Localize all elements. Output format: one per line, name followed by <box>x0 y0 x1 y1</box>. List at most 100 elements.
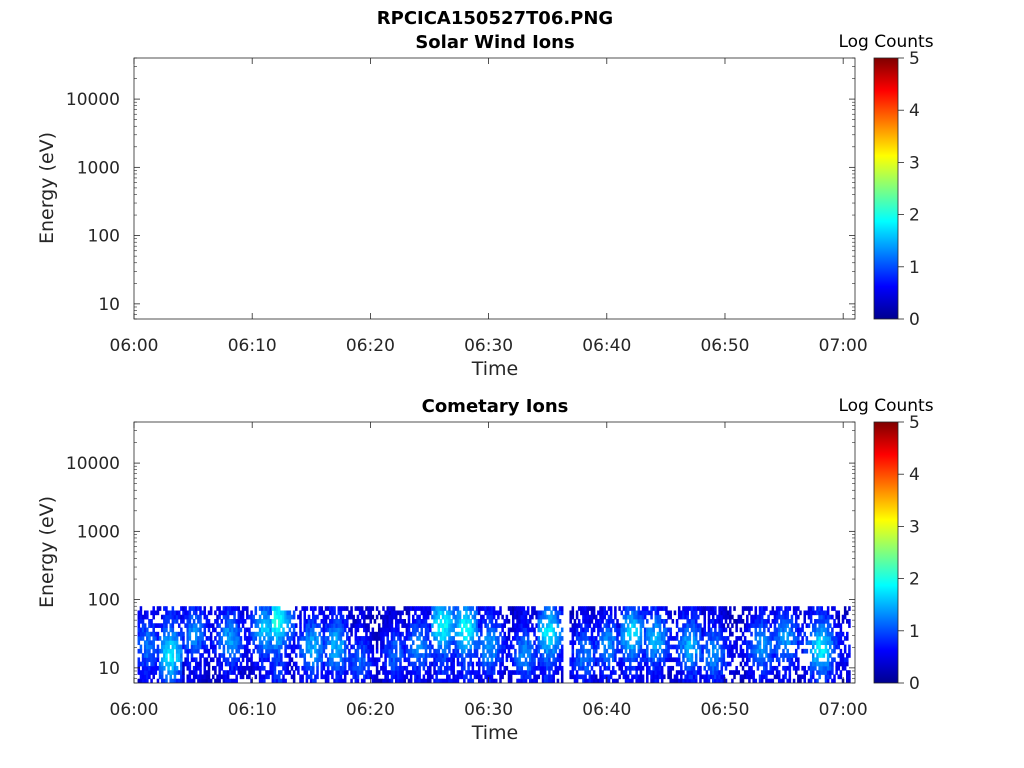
heatmap-cell <box>324 661 328 667</box>
x-tick-label: 06:20 <box>346 336 395 356</box>
heatmap-cell <box>531 665 534 671</box>
heatmap-cell <box>618 674 621 680</box>
heatmap-cell <box>284 619 287 624</box>
heatmap-cell <box>752 648 755 654</box>
heatmap-cell <box>541 644 545 650</box>
heatmap-cell <box>826 670 830 675</box>
heatmap-cell <box>782 636 785 641</box>
heatmap-cell <box>577 674 581 680</box>
heatmap-cell <box>307 648 311 654</box>
heatmap-cell <box>582 657 585 663</box>
heatmap-cell <box>482 661 485 667</box>
heatmap-cell <box>348 661 351 667</box>
heatmap-cell <box>688 619 692 624</box>
heatmap-cell <box>197 614 200 620</box>
heatmap-cell <box>320 653 324 658</box>
heatmap-cell <box>246 661 249 667</box>
heatmap-cell <box>201 653 204 658</box>
heatmap-cell <box>794 653 798 658</box>
heatmap-cell <box>186 648 190 654</box>
heatmap-cell <box>514 648 517 654</box>
heatmap-cell <box>239 610 243 616</box>
heatmap-cell <box>288 670 292 675</box>
heatmap-cell <box>480 653 483 658</box>
heatmap-cell <box>814 648 817 654</box>
heatmap-cell <box>190 614 194 620</box>
heatmap-cell <box>477 619 481 624</box>
heatmap-cell <box>516 631 519 637</box>
heatmap-cell <box>171 644 175 650</box>
heatmap-cell <box>450 619 453 624</box>
heatmap-cell <box>341 661 345 667</box>
heatmap-cell <box>826 678 830 683</box>
heatmap-cell <box>182 670 185 675</box>
heatmap-cell <box>760 631 764 637</box>
heatmap-cell <box>139 631 143 637</box>
heatmap-cell <box>284 648 287 654</box>
heatmap-cell <box>748 644 751 650</box>
heatmap-cell <box>471 627 475 633</box>
heatmap-cell <box>441 661 445 667</box>
heatmap-cell <box>380 640 383 646</box>
heatmap-cell <box>260 619 264 624</box>
heatmap-cell <box>826 653 830 658</box>
heatmap-cell <box>275 631 279 637</box>
heatmap-cell <box>137 636 141 641</box>
heatmap-cell <box>363 661 366 667</box>
heatmap-cell <box>539 661 543 667</box>
heatmap-cell <box>454 606 458 611</box>
heatmap-cell <box>271 636 275 641</box>
heatmap-cell <box>848 678 851 683</box>
heatmap-cell <box>639 614 643 620</box>
heatmap-cell <box>220 653 224 658</box>
heatmap-cell <box>190 644 194 650</box>
heatmap-cell <box>350 657 353 663</box>
heatmap-cell <box>686 610 689 616</box>
heatmap-cell <box>152 670 155 675</box>
heatmap-cell <box>801 640 804 646</box>
heatmap-cell <box>790 657 794 663</box>
heatmap-cell <box>303 614 307 620</box>
heatmap-cell <box>605 619 609 624</box>
heatmap-cell <box>165 623 168 628</box>
heatmap-cell <box>524 627 528 633</box>
heatmap-cell <box>314 614 317 620</box>
heatmap-cell <box>756 661 760 667</box>
heatmap-cell <box>537 640 541 646</box>
heatmap-cell <box>473 648 477 654</box>
heatmap-cell <box>458 619 462 624</box>
heatmap-cell <box>635 665 638 671</box>
heatmap-cell <box>716 661 719 667</box>
heatmap-cell <box>194 648 198 654</box>
heatmap-cell <box>277 661 281 667</box>
heatmap-cell <box>718 674 721 680</box>
heatmap-cell <box>337 610 341 616</box>
heatmap-cell <box>390 610 394 616</box>
heatmap-cell <box>488 648 492 654</box>
heatmap-cell <box>514 610 517 616</box>
heatmap-cell <box>254 636 258 641</box>
heatmap-cell <box>426 606 430 611</box>
heatmap-cell <box>137 657 141 663</box>
heatmap-cell <box>639 657 643 663</box>
heatmap-cell <box>541 640 545 646</box>
heatmap-cell <box>248 640 251 646</box>
heatmap-cell <box>622 653 626 658</box>
heatmap-cell <box>509 627 513 633</box>
heatmap-cell <box>752 674 755 680</box>
heatmap-cell <box>569 657 572 663</box>
heatmap-cell <box>463 636 466 641</box>
heatmap-cell <box>382 606 385 611</box>
heatmap-cell <box>818 619 821 624</box>
heatmap-cell <box>767 619 770 624</box>
heatmap-cell <box>750 644 753 650</box>
heatmap-cell <box>429 648 432 654</box>
heatmap-cell <box>775 631 779 637</box>
heatmap-cell <box>260 610 264 616</box>
heatmap-cell <box>599 627 602 633</box>
heatmap-cell <box>175 631 179 637</box>
heatmap-cell <box>782 674 785 680</box>
heatmap-cell <box>309 619 313 624</box>
heatmap-cell <box>588 678 592 683</box>
heatmap-cell <box>280 678 283 683</box>
